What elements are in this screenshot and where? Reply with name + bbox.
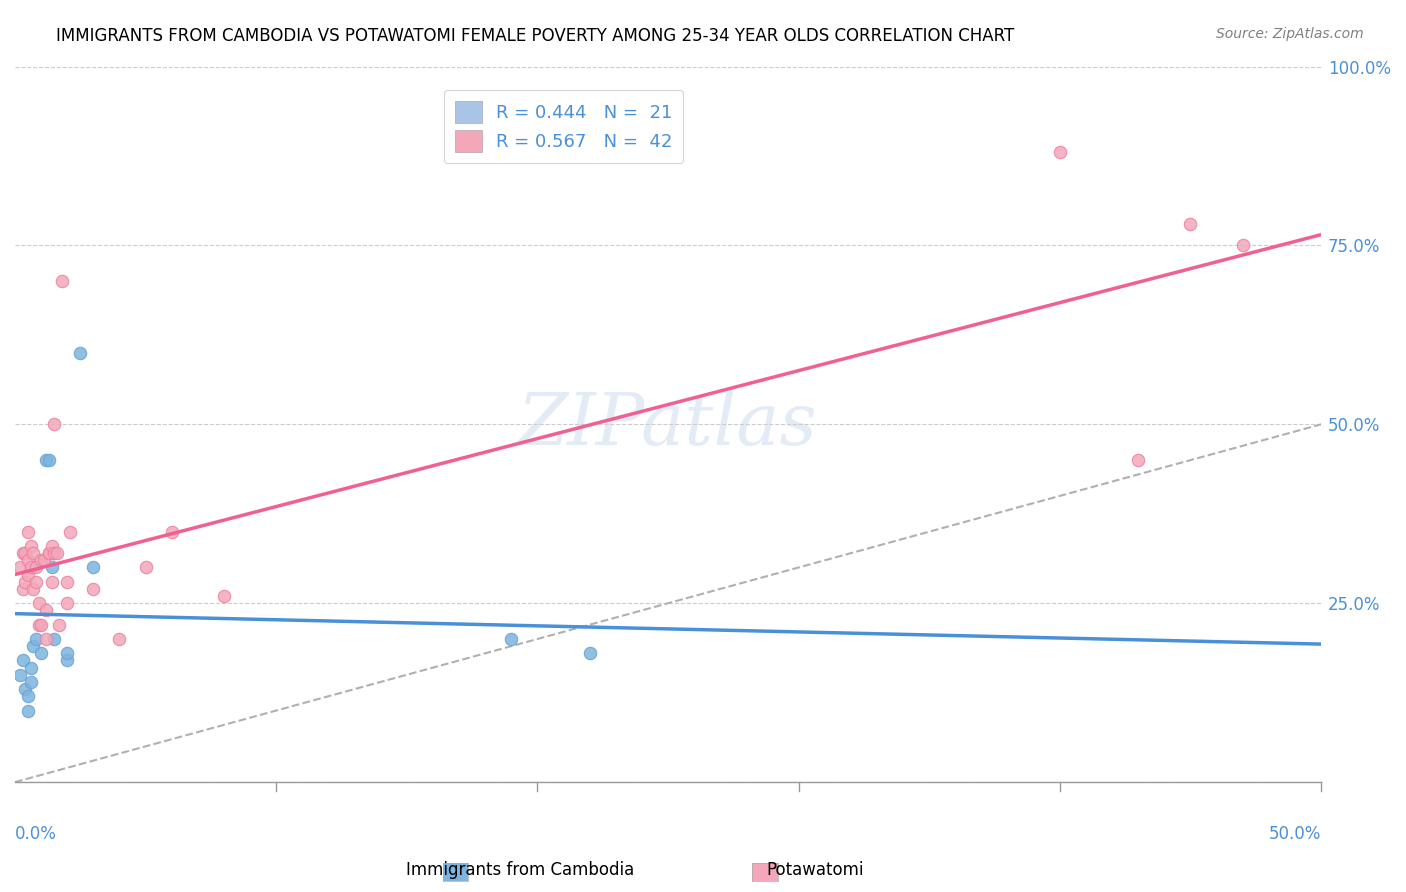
Point (59, 524, 82, 539)
Point (82, 582, 104, 596)
Point (41, 539, 63, 553)
Point (501, 632, 523, 646)
Point (38, 453, 60, 467)
Point (27, 617, 49, 632)
Point (212, 589, 235, 603)
Point (20, 675, 42, 690)
Text: IMMIGRANTS FROM CAMBODIA VS POTAWATOMI FEMALE POVERTY AMONG 25-34 YEAR OLDS CORR: IMMIGRANTS FROM CAMBODIA VS POTAWATOMI F… (56, 27, 1015, 45)
Point (17, 704, 39, 718)
Point (30, 646, 52, 660)
Point (27, 596, 49, 610)
Point (35, 453, 58, 467)
Point (1049, 145, 1071, 160)
Point (56, 653, 79, 667)
Point (22, 639, 45, 653)
Text: Immigrants from Cambodia: Immigrants from Cambodia (406, 861, 634, 879)
Point (35, 632, 58, 646)
Point (17, 524, 39, 539)
Point (22, 546, 45, 560)
Point (108, 632, 131, 646)
Point (8, 560, 31, 574)
Point (578, 646, 600, 660)
Point (135, 560, 157, 574)
Text: Source: ZipAtlas.com: Source: ZipAtlas.com (1216, 27, 1364, 41)
Point (51, 274, 73, 288)
Point (82, 560, 104, 574)
Point (69, 346, 91, 360)
Point (41, 560, 63, 574)
Point (48, 617, 70, 632)
Point (14, 574, 37, 589)
Point (56, 596, 79, 610)
Point (45, 546, 67, 560)
Point (44, 632, 66, 646)
Point (17, 553, 39, 567)
Point (56, 646, 79, 660)
Point (20, 660, 42, 674)
Text: ZIPatlas: ZIPatlas (519, 389, 818, 459)
Point (14, 682, 37, 697)
Point (38, 546, 60, 560)
Point (38, 546, 60, 560)
Point (25, 574, 48, 589)
Point (44, 546, 66, 560)
Text: Potawatomi: Potawatomi (766, 861, 865, 879)
Point (20, 560, 42, 574)
Point (25, 632, 48, 646)
Point (1180, 217, 1202, 231)
Point (32, 553, 55, 567)
Point (1232, 238, 1254, 252)
Point (17, 690, 39, 704)
Point (160, 524, 183, 539)
Point (11, 582, 34, 596)
Point (8, 667, 31, 681)
Legend: R = 0.444   N =  21, R = 0.567   N =  42: R = 0.444 N = 21, R = 0.567 N = 42 (444, 90, 683, 163)
Point (11, 546, 34, 560)
Point (44, 417, 66, 432)
Text: 0.0%: 0.0% (15, 825, 56, 843)
Point (11, 653, 34, 667)
Point (17, 567, 39, 582)
Point (1128, 453, 1150, 467)
Text: 50.0%: 50.0% (1268, 825, 1322, 843)
Point (35, 603, 58, 617)
Point (41, 574, 63, 589)
Point (25, 560, 48, 574)
Point (30, 617, 52, 632)
Point (22, 582, 45, 596)
Point (44, 546, 66, 560)
Point (20, 539, 42, 553)
Point (56, 574, 79, 589)
Point (30, 553, 52, 567)
Point (14, 546, 37, 560)
